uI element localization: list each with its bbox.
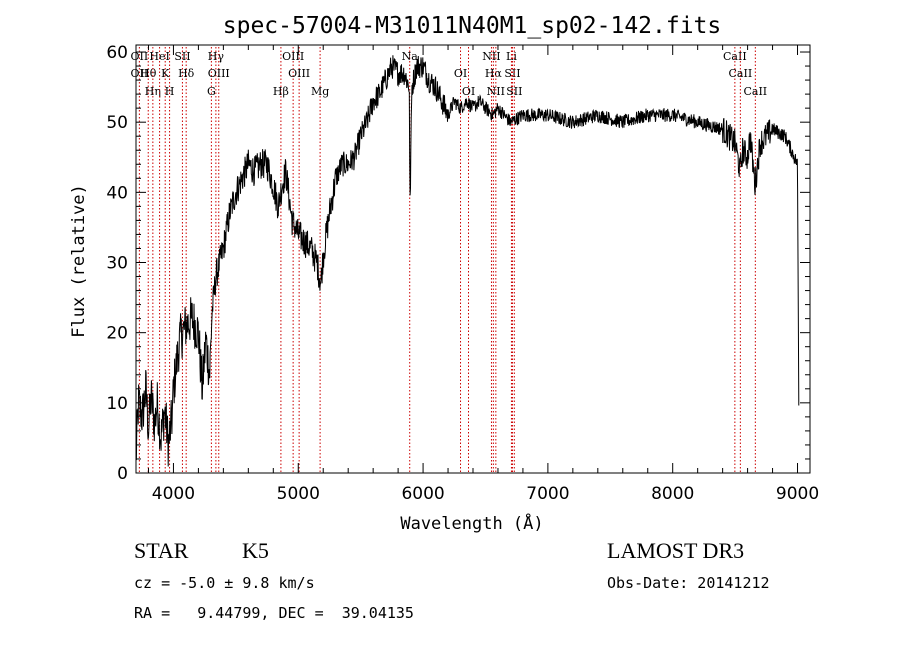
spectral-line-label: Na [402,50,419,63]
spectral-line-label: OII [131,50,149,63]
spectral-line-label: Hη [145,85,161,98]
redshift-line: cz = -5.0 ± 9.8 km/s [134,574,315,592]
spectral-subclass: K5 [242,538,269,563]
spectral-line-label: K [161,67,170,80]
chart-title: spec-57004-M31011N40M1_sp02-142.fits [223,13,722,39]
spectral-line-label: OI [462,85,475,98]
y-tick-label: 10 [106,394,128,414]
y-axis-label: Flux (relative) [69,184,89,338]
spectral-line-label: Hγ [208,50,225,63]
x-tick-label: 4000 [152,484,195,504]
x-tick-label: 9000 [776,484,819,504]
y-tick-label: 40 [106,183,128,203]
spectrum-layer [135,55,800,467]
y-tick-label: 50 [106,113,128,133]
spectral-line-label: H [165,85,175,98]
x-axis-label: Wavelength (Å) [400,512,543,534]
plot-frame [135,44,811,474]
x-tick-label: 7000 [526,484,569,504]
spectral-line-label: NII [482,50,500,63]
spectral-line-label: HeI [149,50,169,63]
spectral-line-label: Hα [485,67,503,80]
spectral-line-label: SII [504,67,520,80]
spectral-line-label: NII [487,85,505,98]
spectral-line-label: SII [506,85,522,98]
y-tick-label: 0 [117,464,128,484]
spectrum-series [135,55,800,467]
spectral-line-label: OIII [208,67,230,80]
spectral-line-label: Mg [311,85,329,98]
ra-dec-line: RA = 9.44799, DEC = 39.04135 [134,604,414,622]
x-tick-label: 6000 [401,484,444,504]
survey-name: LAMOST DR3 [607,538,745,563]
spectral-line-label: CaII [729,67,753,80]
obs-date-line: Obs-Date: 20141212 [607,574,770,592]
spectral-lines-layer: OIIOIIHθHηHeIKHSIIHδGHγOIIIHβOIIIOIIIMgN… [131,47,767,473]
y-tick-label: 30 [106,254,128,274]
axes-layer: 4000 5000 6000 7000 8000 9000 0 10 20 30 40 50 60 [106,43,819,504]
spectral-line-label: G [207,85,216,98]
spectral-line-label: Hβ [273,85,289,98]
x-tick-label: 8000 [651,484,694,504]
spectral-line-label: CaII [743,85,767,98]
y-tick-label: 60 [106,43,128,63]
spectral-line-label: Hθ [140,67,157,80]
object-type: STAR [134,538,189,563]
spectral-line-label: CaII [723,50,747,63]
spectral-line-label: SII [174,50,190,63]
spectral-line-label: OIII [282,50,304,63]
spectral-line-label: OI [454,67,467,80]
spectral-line-label: OII [131,67,149,80]
spectral-line-label: Hδ [178,67,195,80]
x-tick-label: 5000 [277,484,320,504]
spectral-line-label: OIII [288,67,310,80]
spectral-line-label: Li [506,50,517,63]
y-tick-label: 20 [106,324,128,344]
